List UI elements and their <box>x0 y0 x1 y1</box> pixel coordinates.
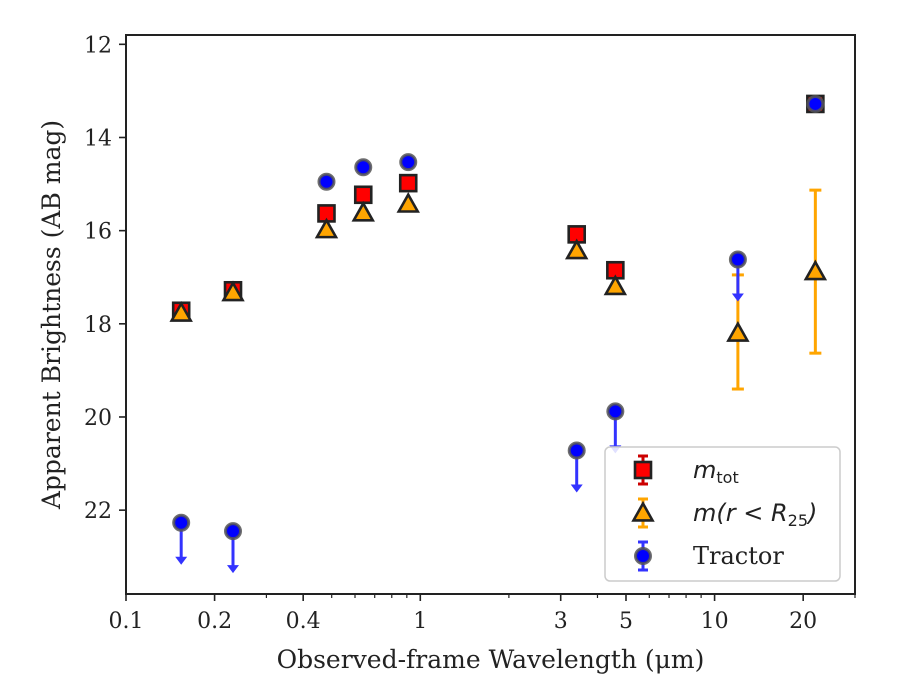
upper-limit-arrowhead <box>175 556 188 565</box>
x-tick-label: 1 <box>413 609 427 634</box>
legend-marker-triangle <box>631 500 655 522</box>
y-tick-label: 22 <box>84 499 112 524</box>
series-circle <box>172 94 825 574</box>
x-tick-label: 0.1 <box>109 609 144 634</box>
triangle-marker <box>221 280 245 302</box>
legend-label: m(r < R25) <box>693 499 817 530</box>
x-tick-label: 20 <box>789 609 817 634</box>
legend-marker-circle <box>634 547 652 565</box>
triangle-marker <box>396 191 420 213</box>
square-marker <box>353 185 373 205</box>
upper-limit-arrowhead <box>570 484 583 493</box>
circle-marker <box>806 94 825 113</box>
circle-marker <box>354 158 373 177</box>
circle-marker <box>224 522 243 541</box>
y-tick-label: 20 <box>84 406 112 431</box>
triangle-marker <box>564 238 589 260</box>
y-axis-label: Apparent Brightness (AB mag) <box>37 120 66 510</box>
plot-frame <box>125 34 856 595</box>
legend-label: mtot <box>693 456 739 487</box>
y-tick-label: 18 <box>84 313 112 338</box>
y-tick-label: 12 <box>84 33 112 58</box>
upper-limit-arrowhead <box>227 565 240 574</box>
square-marker <box>398 173 418 193</box>
triangle-marker <box>351 200 375 222</box>
x-tick-label: 10 <box>701 609 729 634</box>
circle-marker <box>567 441 586 460</box>
circle-marker <box>317 172 336 191</box>
triangle-marker <box>726 320 750 342</box>
series-triangle <box>169 188 828 391</box>
series-square <box>171 94 825 321</box>
legend: mtot m(r < R25) Tractor <box>604 446 841 582</box>
circle-marker <box>728 250 747 269</box>
circle-marker <box>399 153 418 172</box>
upper-limit-arrowhead <box>731 293 744 302</box>
triangle-marker <box>803 259 828 281</box>
triangle-marker <box>314 217 339 239</box>
circle-marker <box>172 513 191 532</box>
y-tick-label: 14 <box>84 126 112 151</box>
triangle-marker <box>169 300 193 322</box>
legend-label: Tractor <box>693 542 784 570</box>
legend-box <box>604 446 841 582</box>
x-tick-label: 0.2 <box>197 609 232 634</box>
triangle-marker <box>603 274 628 296</box>
x-tick-label: 5 <box>619 609 633 634</box>
x-tick-label: 0.4 <box>286 609 321 634</box>
legend-marker-square <box>633 460 653 480</box>
x-axis-label: Observed-frame Wavelength (μm) <box>277 645 705 674</box>
y-tick-label: 16 <box>84 220 112 245</box>
x-tick-label: 3 <box>554 609 568 634</box>
circle-marker <box>606 402 625 421</box>
